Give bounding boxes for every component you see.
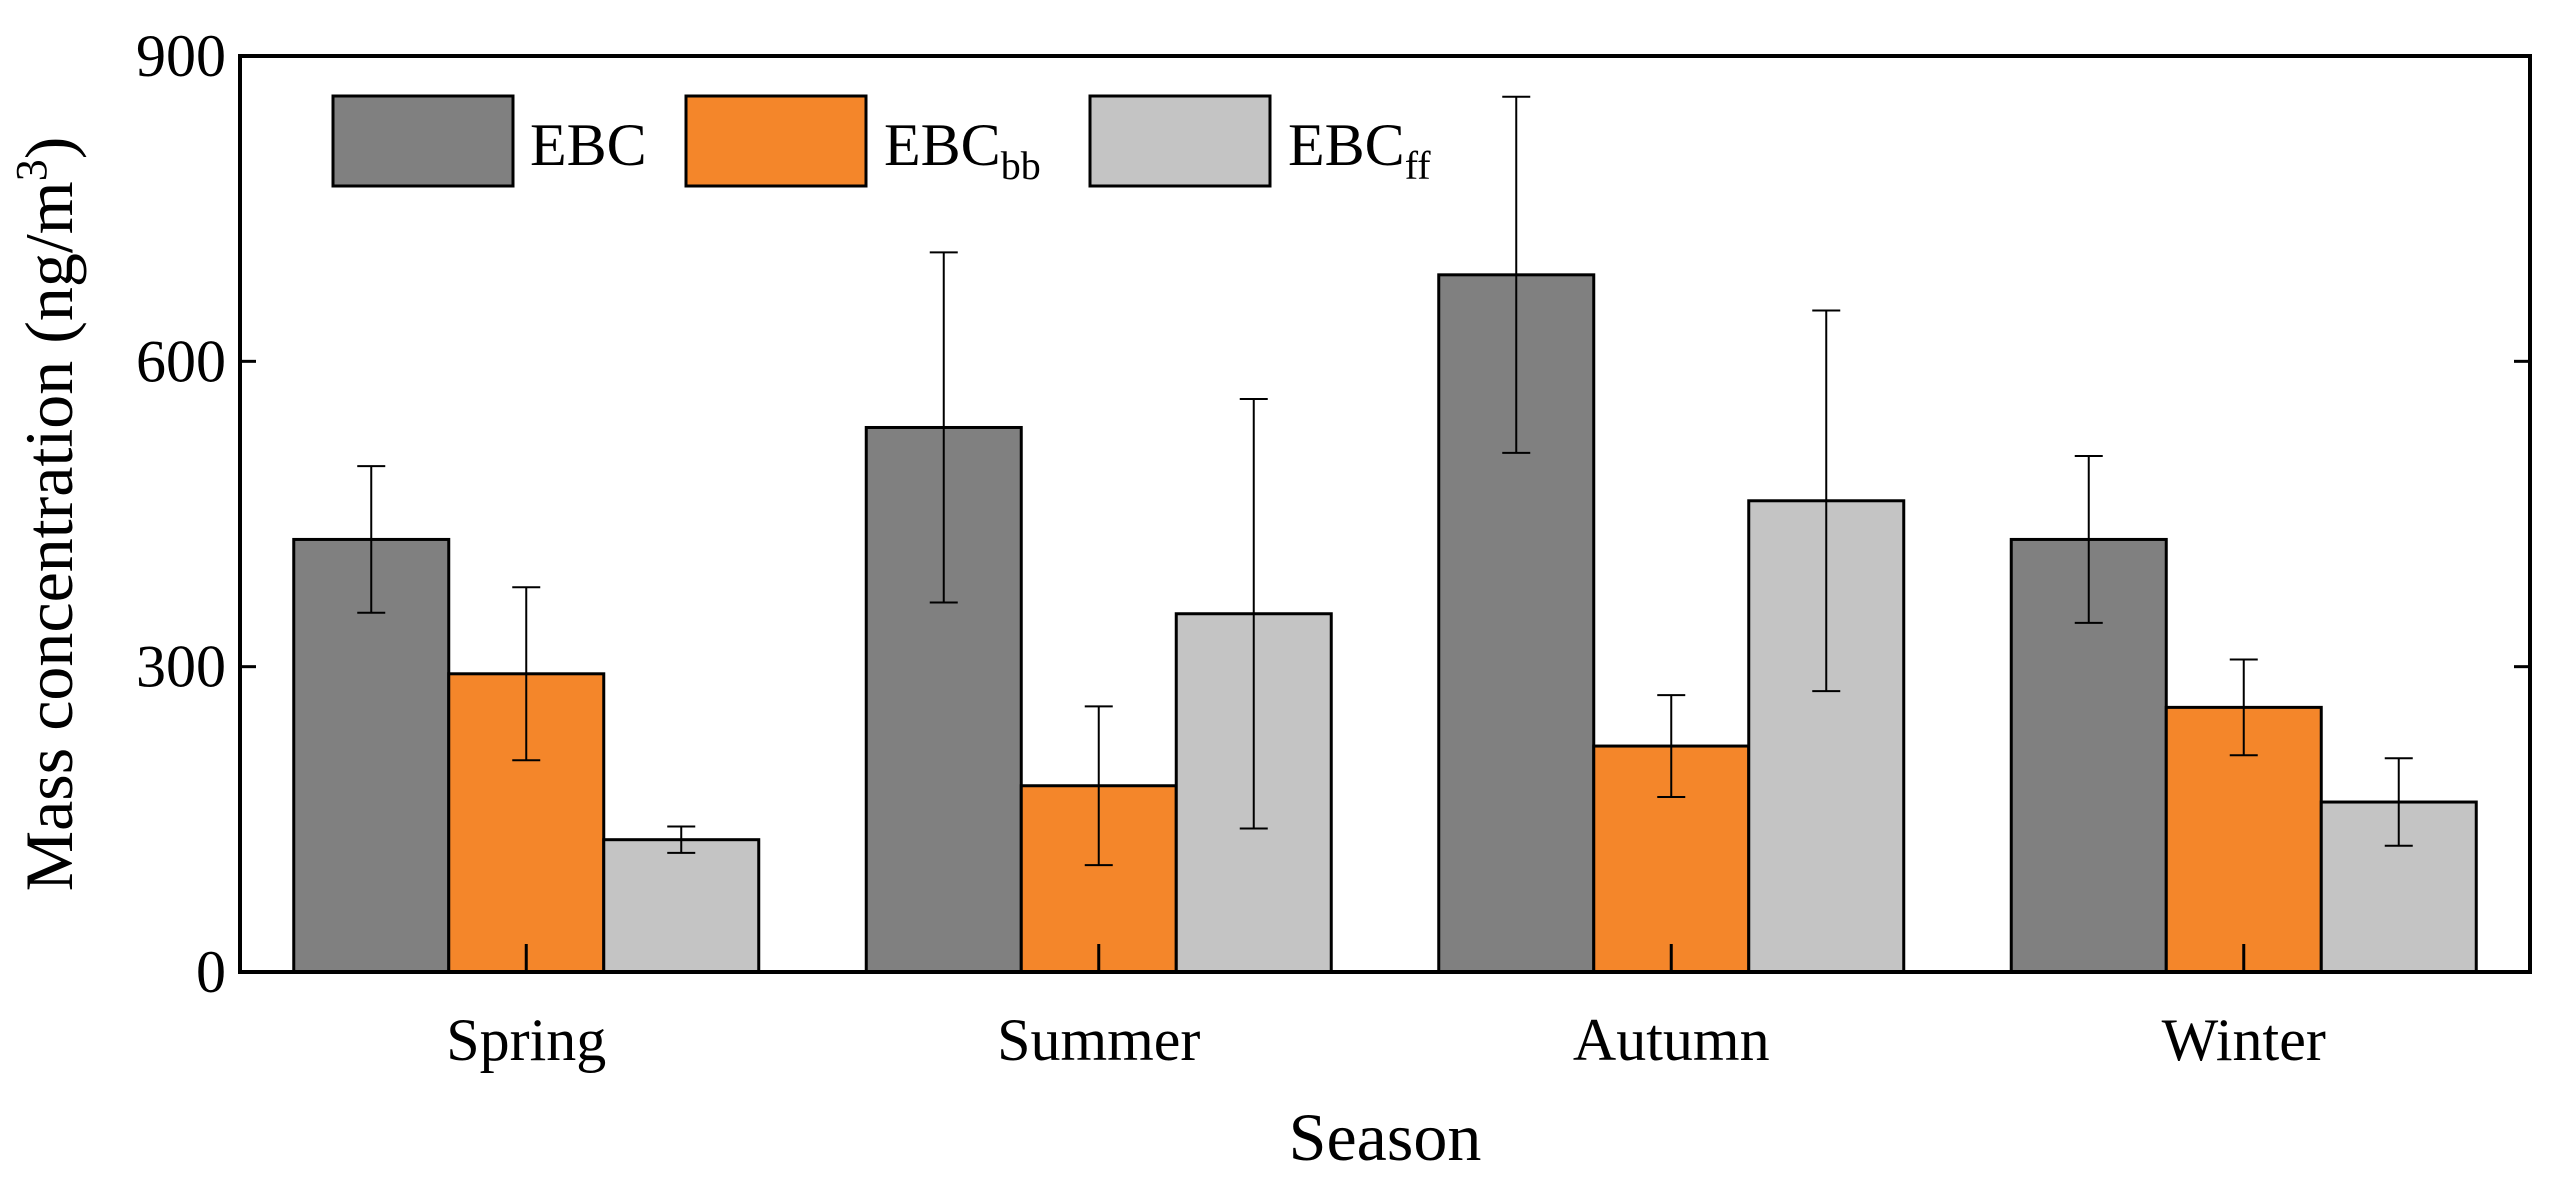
y-tick-label: 300 [136,634,226,700]
legend-swatch-ebcff [1088,94,1272,188]
legend: EBC EBCbb EBCff [331,94,1431,188]
legend-swatch-ebcbb [684,94,868,188]
x-axis-title: Season [1289,1099,1482,1175]
legend-label-ebcff: EBCff [1288,112,1431,188]
plot-frame [238,54,2532,974]
y-tick-label: 600 [136,328,226,394]
y-axis: 0 300 600 900 [136,23,2530,1005]
legend-label-ebc: EBC [530,112,647,178]
bar-ebcff-spring [602,838,761,974]
x-category-label-spring: Spring [446,1007,606,1073]
x-category-label-summer: Summer [997,1007,1200,1073]
y-tick-label: 0 [196,939,226,1005]
y-axis-title: Mass concentration (ng/m3) [7,137,87,892]
error-bars-layer [357,95,2413,867]
x-axis: Spring Summer Autumn Winter [446,944,2326,1073]
x-category-label-winter: Winter [2162,1007,2326,1073]
x-category-label-autumn: Autumn [1573,1007,1770,1073]
bars-layer [292,273,2478,974]
legend-swatch-ebc [331,94,515,188]
legend-label-ebcbb: EBCbb [884,112,1041,188]
y-tick-label: 900 [136,23,226,89]
